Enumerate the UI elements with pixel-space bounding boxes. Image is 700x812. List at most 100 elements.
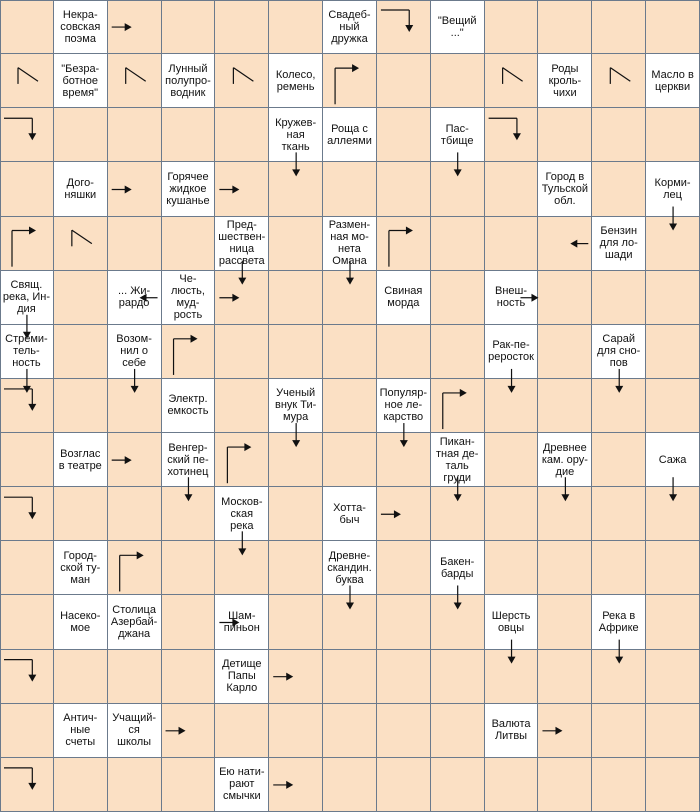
answer-cell[interactable]	[592, 703, 647, 758]
answer-cell[interactable]	[269, 270, 324, 325]
answer-cell[interactable]	[430, 54, 485, 109]
answer-cell[interactable]	[269, 433, 324, 488]
answer-cell[interactable]	[53, 324, 108, 379]
answer-cell[interactable]	[592, 433, 647, 488]
answer-cell[interactable]	[484, 649, 539, 704]
answer-cell[interactable]	[215, 378, 270, 434]
answer-cell[interactable]	[323, 324, 377, 379]
answer-cell[interactable]	[592, 649, 647, 704]
answer-cell[interactable]	[323, 649, 377, 704]
answer-cell[interactable]	[107, 487, 162, 542]
answer-cell[interactable]	[53, 270, 108, 325]
answer-cell[interactable]	[484, 0, 539, 55]
answer-cell[interactable]	[646, 378, 700, 434]
answer-cell[interactable]	[430, 324, 485, 379]
answer-cell[interactable]	[161, 595, 216, 650]
answer-cell[interactable]	[269, 757, 324, 812]
answer-cell[interactable]	[0, 0, 54, 55]
answer-cell[interactable]	[592, 270, 647, 325]
answer-cell[interactable]	[484, 541, 539, 596]
answer-cell[interactable]	[161, 324, 216, 379]
answer-cell[interactable]	[107, 216, 162, 271]
answer-cell[interactable]	[161, 108, 216, 163]
answer-cell[interactable]	[269, 162, 324, 217]
answer-cell[interactable]	[53, 649, 108, 704]
answer-cell[interactable]	[0, 108, 54, 163]
answer-cell[interactable]	[161, 487, 216, 542]
answer-cell[interactable]	[323, 378, 377, 434]
answer-cell[interactable]	[646, 703, 700, 758]
answer-cell[interactable]	[215, 703, 270, 758]
answer-cell[interactable]	[0, 649, 54, 704]
answer-cell[interactable]	[484, 433, 539, 488]
answer-cell[interactable]	[430, 595, 485, 650]
answer-cell[interactable]	[107, 54, 162, 109]
answer-cell[interactable]	[592, 108, 647, 163]
answer-cell[interactable]	[0, 487, 54, 542]
answer-cell[interactable]	[646, 595, 700, 650]
answer-cell[interactable]	[646, 487, 700, 542]
answer-cell[interactable]	[376, 541, 431, 596]
answer-cell[interactable]	[107, 0, 162, 55]
answer-cell[interactable]	[376, 54, 431, 109]
answer-cell[interactable]	[376, 703, 431, 758]
answer-cell[interactable]	[538, 324, 593, 379]
answer-cell[interactable]	[323, 703, 377, 758]
answer-cell[interactable]	[215, 433, 270, 488]
answer-cell[interactable]	[53, 108, 108, 163]
answer-cell[interactable]	[107, 649, 162, 704]
answer-cell[interactable]	[430, 487, 485, 542]
answer-cell[interactable]	[376, 216, 431, 271]
answer-cell[interactable]	[376, 649, 431, 704]
answer-cell[interactable]	[484, 757, 539, 812]
answer-cell[interactable]	[430, 378, 485, 434]
answer-cell[interactable]	[161, 216, 216, 271]
answer-cell[interactable]	[592, 487, 647, 542]
answer-cell[interactable]	[646, 216, 700, 271]
answer-cell[interactable]	[323, 433, 377, 488]
answer-cell[interactable]	[430, 216, 485, 271]
answer-cell[interactable]	[646, 270, 700, 325]
answer-cell[interactable]	[269, 0, 324, 55]
answer-cell[interactable]	[107, 541, 162, 596]
answer-cell[interactable]	[323, 270, 377, 325]
answer-cell[interactable]	[484, 487, 539, 542]
answer-cell[interactable]	[107, 108, 162, 163]
answer-cell[interactable]	[215, 54, 270, 109]
answer-cell[interactable]	[0, 757, 54, 812]
answer-cell[interactable]	[376, 433, 431, 488]
answer-cell[interactable]	[215, 108, 270, 163]
answer-cell[interactable]	[107, 433, 162, 488]
answer-cell[interactable]	[592, 162, 647, 217]
answer-cell[interactable]	[269, 595, 324, 650]
answer-cell[interactable]	[53, 216, 108, 271]
answer-cell[interactable]	[376, 108, 431, 163]
answer-cell[interactable]	[53, 487, 108, 542]
answer-cell[interactable]	[484, 108, 539, 163]
answer-cell[interactable]	[215, 324, 270, 379]
answer-cell[interactable]	[107, 162, 162, 217]
answer-cell[interactable]	[269, 541, 324, 596]
answer-cell[interactable]	[0, 378, 54, 434]
answer-cell[interactable]	[376, 757, 431, 812]
answer-cell[interactable]	[430, 162, 485, 217]
answer-cell[interactable]	[592, 378, 647, 434]
answer-cell[interactable]	[0, 216, 54, 271]
answer-cell[interactable]	[430, 649, 485, 704]
answer-cell[interactable]	[215, 541, 270, 596]
answer-cell[interactable]	[538, 108, 593, 163]
answer-cell[interactable]	[646, 108, 700, 163]
answer-cell[interactable]	[376, 0, 431, 55]
answer-cell[interactable]	[484, 54, 539, 109]
answer-cell[interactable]	[323, 595, 377, 650]
answer-cell[interactable]	[269, 216, 324, 271]
answer-cell[interactable]	[161, 757, 216, 812]
answer-cell[interactable]	[0, 703, 54, 758]
answer-cell[interactable]	[484, 378, 539, 434]
answer-cell[interactable]	[376, 487, 431, 542]
answer-cell[interactable]	[538, 0, 593, 55]
answer-cell[interactable]	[0, 433, 54, 488]
answer-cell[interactable]	[0, 541, 54, 596]
answer-cell[interactable]	[592, 757, 647, 812]
answer-cell[interactable]	[269, 324, 324, 379]
